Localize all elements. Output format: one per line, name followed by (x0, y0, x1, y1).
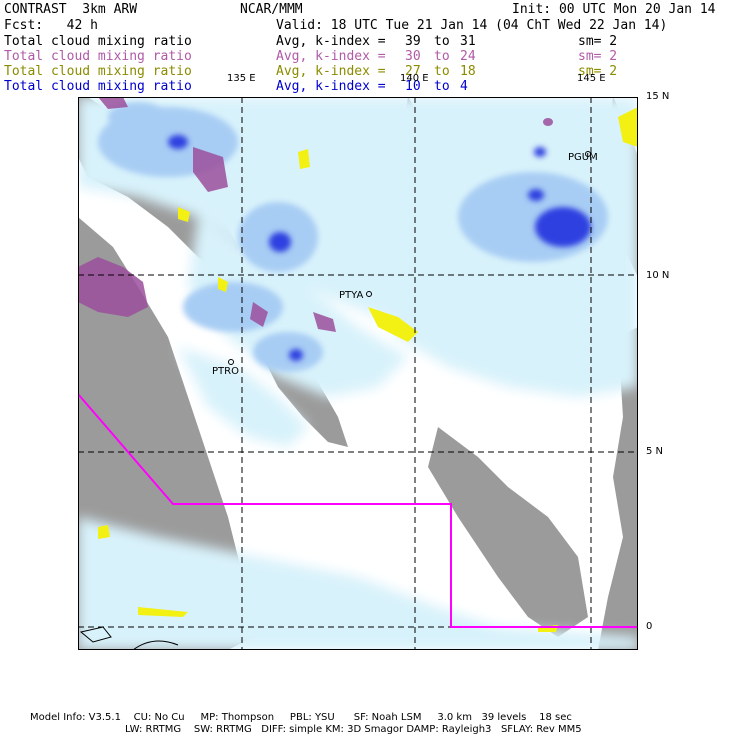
valid-time: Valid: 18 UTC Tue 21 Jan 14 (04 ChT Wed … (276, 18, 668, 33)
lat-label-15n: 15 N (646, 91, 670, 102)
field-k-from: 30 (405, 49, 421, 64)
field-k-from: 27 (405, 64, 421, 79)
field-smoothing: sm= 2 (578, 34, 618, 49)
init-time: Init: 00 UTC Mon 20 Jan 14 (512, 2, 716, 17)
field-name: Total cloud mixing ratio (4, 34, 192, 49)
field-k-from: 39 (405, 34, 421, 49)
field-k-index-label: Avg, k-index = (276, 49, 386, 64)
cloud-yellow (98, 107, 638, 632)
lon-label-135e: 135 E (227, 73, 256, 84)
model-info-line-1: Model Info: V3.5.1 CU: No Cu MP: Thompso… (30, 712, 572, 723)
station-label-ptya: PTYA (339, 290, 364, 301)
lat-label-5n: 5 N (646, 446, 664, 457)
coastline-outline (132, 640, 179, 650)
forecast-map (78, 97, 638, 650)
domain-boundary (78, 393, 638, 628)
cloud-dark (168, 135, 591, 361)
lon-label-145e: 145 E (577, 73, 606, 84)
field-k-to: 24 (460, 49, 476, 64)
field-k-to: 31 (460, 34, 476, 49)
model-title: CONTRAST 3km ARW (4, 2, 138, 17)
field-k-to: 18 (460, 64, 476, 79)
field-to-word: to (434, 34, 450, 49)
map-frame (78, 97, 638, 650)
field-name: Total cloud mixing ratio (4, 79, 192, 94)
field-k-to: 4 (460, 79, 468, 94)
field-k-index-label: Avg, k-index = (276, 64, 386, 79)
field-smoothing: sm= 2 (578, 64, 618, 79)
grid-lines (78, 97, 638, 650)
lon-label-140e: 140 E (400, 73, 429, 84)
station-label-ptro: PTRO (212, 366, 239, 377)
lat-label-10n: 10 N (646, 270, 670, 281)
field-name: Total cloud mixing ratio (4, 64, 192, 79)
forecast-hour: Fcst: 42 h (4, 18, 98, 33)
organization-title: NCAR/MMM (240, 2, 303, 17)
field-smoothing: sm= 2 (578, 49, 618, 64)
station-label-pgum: PGUM (568, 152, 598, 163)
field-to-word: to (434, 49, 450, 64)
cloud-purple (78, 97, 553, 332)
field-k-index-label: Avg, k-index = (276, 34, 386, 49)
field-k-index-label: Avg, k-index = (276, 79, 386, 94)
cloud-light (78, 97, 638, 650)
coastline-outline (79, 626, 112, 643)
lat-label-0: 0 (646, 621, 653, 632)
field-name: Total cloud mixing ratio (4, 49, 192, 64)
field-to-word: to (434, 64, 450, 79)
field-to-word: to (434, 79, 450, 94)
station-markers (228, 151, 591, 365)
model-info-line-2: LW: RRTMG SW: RRTMG DIFF: simple KM: 3D … (125, 724, 582, 735)
field-k-from: 10 (405, 79, 421, 94)
